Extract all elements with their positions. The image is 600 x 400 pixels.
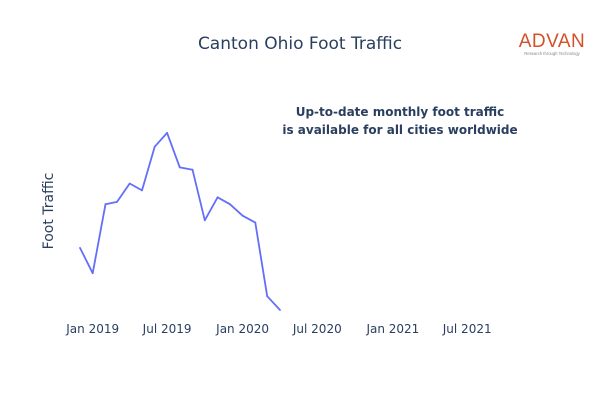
annotation-line-2: is available for all cities worldwide — [282, 123, 518, 137]
chart-annotation: Up-to-date monthly foot traffic is avail… — [255, 103, 545, 139]
data-point — [116, 201, 118, 203]
advan-logo: ADVAN Research through Technology — [514, 31, 590, 57]
x-tick-label: Jan 2019 — [65, 322, 119, 336]
chart-title: Canton Ohio Foot Traffic — [197, 34, 403, 54]
x-tick-label: Jul 2019 — [142, 322, 192, 336]
logo-tagline: Research through Technology — [524, 51, 580, 56]
data-point — [91, 272, 94, 275]
logo-word: ADVAN — [518, 31, 586, 52]
x-tick-label: Jul 2021 — [442, 322, 492, 336]
data-point — [79, 247, 81, 249]
data-point — [166, 132, 169, 134]
data-point — [178, 166, 181, 169]
data-point — [128, 182, 131, 185]
data-point — [266, 295, 269, 298]
data-point — [104, 203, 107, 206]
data-point — [241, 214, 244, 217]
data-point — [153, 145, 156, 148]
annotation-line-1: Up-to-date monthly foot traffic — [295, 105, 505, 119]
data-point — [203, 219, 206, 222]
x-tick-label: Jan 2020 — [215, 322, 269, 336]
data-point — [141, 189, 143, 192]
data-point — [279, 309, 281, 311]
series-line — [79, 131, 281, 311]
data-point — [254, 221, 257, 224]
data-point — [191, 168, 194, 171]
x-tick-label: Jul 2020 — [292, 322, 342, 336]
data-point — [216, 196, 219, 199]
data-point — [229, 203, 231, 206]
x-tick-label: Jan 2021 — [365, 322, 419, 336]
